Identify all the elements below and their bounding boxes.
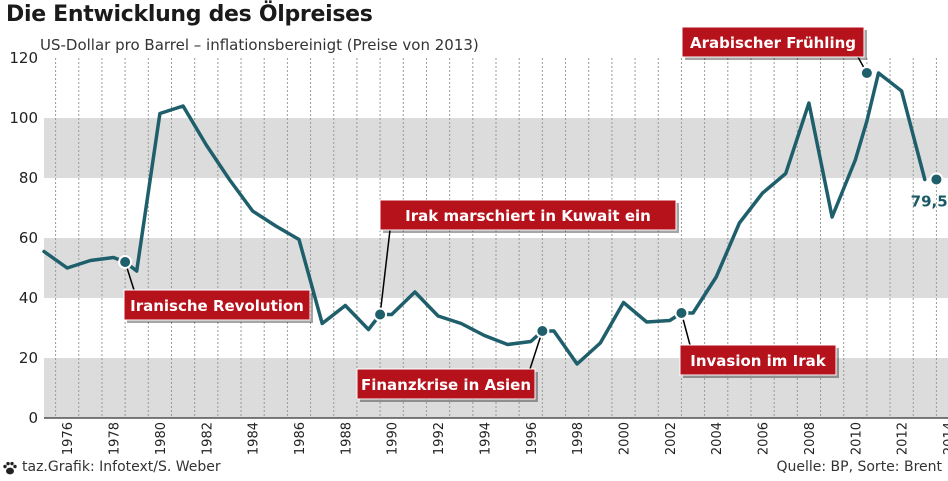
- x-tick-label: 2000: [617, 422, 632, 455]
- vertical-gridlines: [55, 58, 937, 418]
- x-tick-label: 2014: [942, 422, 948, 455]
- credit-text: taz.Grafik: Infotext/S. Weber: [22, 459, 221, 475]
- x-tick-label: 2012: [896, 422, 911, 455]
- end-value-label: 79,51: [911, 192, 948, 210]
- x-axis-ticks: 1976 1978 1980 1982 1984 1986 1988 1990 1992 1994…: [61, 422, 948, 455]
- event-marker: [535, 324, 550, 338]
- y-tick-label: 80: [19, 169, 38, 187]
- event-marker: [118, 255, 133, 269]
- x-tick-label: 1998: [571, 422, 586, 455]
- y-tick-label: 100: [9, 109, 38, 127]
- annotation-leader: [379, 229, 391, 315]
- y-tick-label: 0: [28, 409, 38, 427]
- annotation-box: [356, 368, 536, 400]
- chart-title: Die Entwicklung des Ölpreises: [6, 2, 373, 27]
- end-value-text: 79,51: [911, 192, 948, 210]
- x-tick-label: 1990: [386, 422, 401, 455]
- x-tick-label: 2006: [757, 422, 772, 455]
- annotation-label: Iranische Revolution: [130, 297, 304, 315]
- event-markers: [118, 66, 944, 338]
- y-tick-label: 120: [9, 49, 38, 67]
- event-marker: [929, 172, 944, 187]
- x-tick-label: 1980: [154, 422, 169, 455]
- x-tick-label: 1984: [247, 422, 262, 455]
- y-axis-ticks: 0 20 40 60 80 100 120: [9, 49, 38, 427]
- y-tick-label: 60: [19, 229, 38, 247]
- x-tick-label: 2008: [803, 422, 818, 455]
- annotation-label: Finanzkrise in Asien: [361, 376, 531, 394]
- price-series: [42, 71, 927, 366]
- paw-logo-icon: [3, 461, 17, 475]
- x-tick-label: 2002: [664, 422, 679, 455]
- annotation-label: Invasion im Irak: [690, 352, 827, 370]
- annotation-box: [123, 289, 311, 321]
- source-text: Quelle: BP, Sorte: Brent: [776, 459, 942, 475]
- event-annotations: Iranische Revolution Irak marschiert in K…: [123, 26, 867, 402]
- x-tick-label: 1978: [108, 422, 123, 455]
- event-marker: [674, 306, 689, 320]
- x-tick-label: 2004: [710, 422, 725, 455]
- x-tick-label: 1976: [61, 422, 76, 455]
- x-tick-label: 1988: [339, 422, 354, 455]
- annotation-label: Arabischer Frühling: [690, 34, 856, 52]
- price-line: [42, 71, 927, 366]
- y-tick-label: 20: [19, 349, 38, 367]
- annotation-box: [681, 26, 865, 58]
- x-tick-label: 1994: [478, 422, 493, 455]
- x-tick-label: 2010: [849, 422, 864, 455]
- x-tick-label: 1986: [293, 422, 308, 455]
- annotation-label: Irak marschiert in Kuwait ein: [405, 207, 651, 225]
- x-tick-label: 1996: [525, 422, 540, 455]
- annotation-box: [379, 199, 677, 231]
- y-tick-label: 40: [19, 289, 38, 307]
- event-marker: [859, 66, 874, 80]
- chart-subtitle: US-Dollar pro Barrel – inflationsbereini…: [40, 36, 479, 54]
- x-tick-label: 1992: [432, 422, 447, 455]
- event-marker: [373, 307, 388, 322]
- annotation-box: [679, 344, 837, 376]
- x-tick-label: 1982: [200, 422, 215, 455]
